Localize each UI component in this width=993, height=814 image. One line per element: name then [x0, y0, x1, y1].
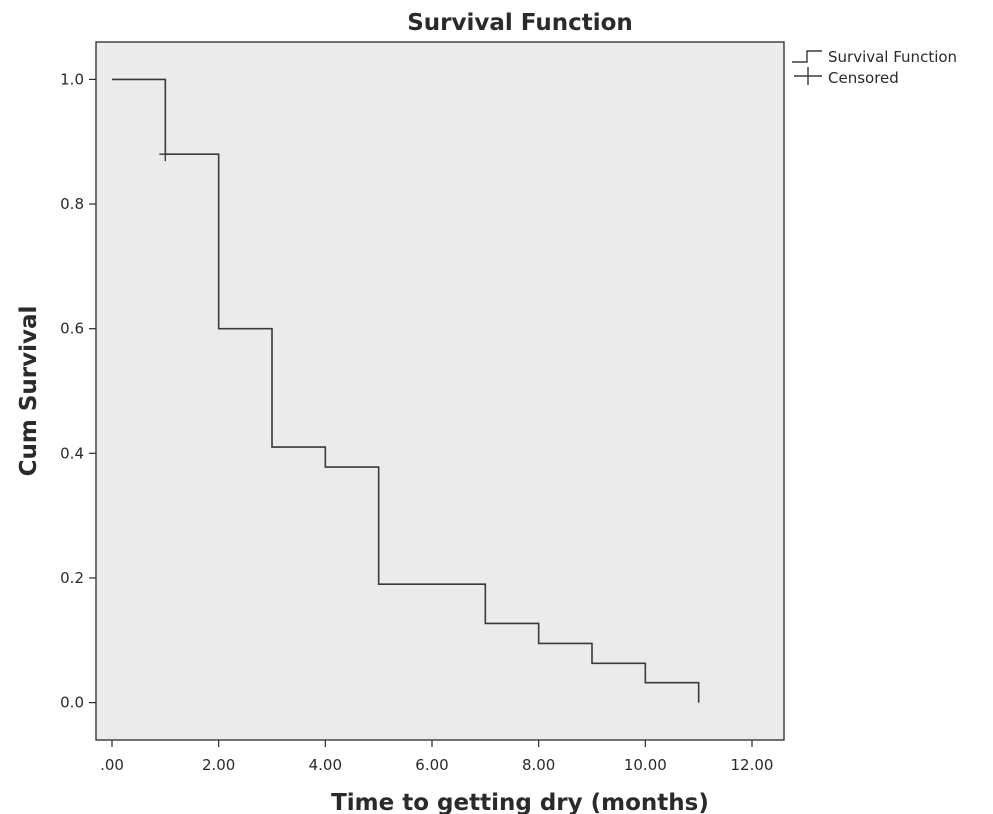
legend-censored-label: Censored: [828, 69, 899, 87]
legend: Survival Function Censored: [792, 48, 957, 87]
legend-survival-swatch: [792, 50, 822, 63]
y-tick-label: 0.6: [60, 320, 84, 338]
x-tick-label: 8.00: [522, 756, 555, 774]
x-tick-label: 6.00: [415, 756, 448, 774]
y-axis-label: Cum Survival: [16, 306, 42, 477]
x-tick-label: .00: [100, 756, 124, 774]
y-tick-label: 0.4: [60, 444, 84, 462]
censored-marker: [159, 147, 172, 162]
chart-title: Survival Function: [407, 10, 633, 36]
legend-censored-swatch: [794, 67, 822, 85]
x-tick-label: 10.00: [624, 756, 667, 774]
legend-survival-label: Survival Function: [828, 48, 957, 66]
y-tick-label: 1.0: [60, 70, 84, 88]
x-tick-label: 12.00: [731, 756, 774, 774]
axis-layer: .00 2.00 4.00 6.00 8.00 10.00 12.00 0.0 0.2 0.4 0.…: [60, 70, 773, 774]
y-tick-label: 0.0: [60, 694, 84, 712]
y-tick-label: 0.8: [60, 195, 84, 213]
y-tick-label: 0.2: [60, 569, 84, 587]
survival-step-line: [112, 78, 700, 703]
plot-area: [95, 41, 785, 741]
series-layer: [112, 78, 700, 703]
x-tick-label: 4.00: [309, 756, 342, 774]
x-axis-label: Time to getting dry (months): [331, 790, 709, 814]
x-tick-label: 2.00: [202, 756, 235, 774]
